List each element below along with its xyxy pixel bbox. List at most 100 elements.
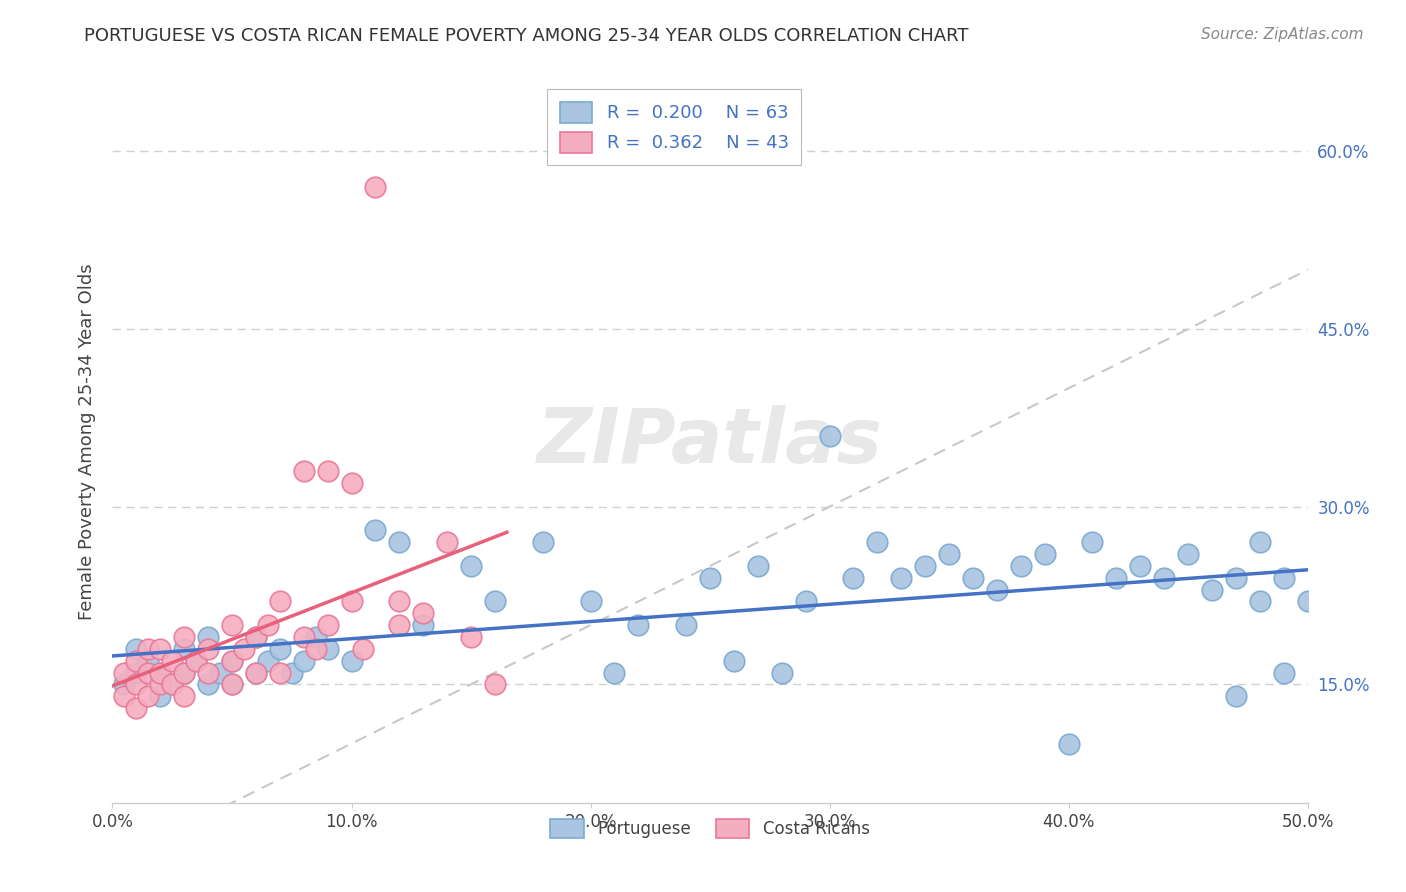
Point — [1129, 558, 1152, 573]
Point — [340, 654, 363, 668]
Point — [1272, 571, 1295, 585]
Point — [1249, 594, 1271, 608]
Point — [723, 654, 745, 668]
Point — [173, 689, 195, 703]
Point — [1249, 535, 1271, 549]
Point — [209, 665, 232, 680]
Point — [257, 654, 280, 668]
Point — [340, 475, 363, 490]
Point — [221, 654, 243, 668]
Point — [162, 677, 183, 691]
Point — [962, 571, 984, 585]
Point — [1057, 737, 1080, 751]
Point — [269, 641, 291, 656]
Point — [866, 535, 889, 549]
Text: ZIPatlas: ZIPatlas — [537, 405, 883, 478]
Point — [340, 594, 363, 608]
Point — [699, 571, 721, 585]
Point — [221, 654, 243, 668]
Point — [675, 618, 697, 632]
Point — [197, 677, 219, 691]
Point — [269, 665, 291, 680]
Point — [364, 180, 387, 194]
Point — [1105, 571, 1128, 585]
Point — [162, 654, 183, 668]
Point — [484, 677, 506, 691]
Point — [794, 594, 817, 608]
Point — [149, 665, 172, 680]
Point — [1225, 689, 1247, 703]
Point — [316, 641, 339, 656]
Point — [149, 689, 172, 703]
Point — [1153, 571, 1175, 585]
Point — [138, 689, 160, 703]
Point — [352, 641, 374, 656]
Point — [938, 547, 960, 561]
Point — [292, 464, 315, 478]
Point — [138, 665, 160, 680]
Point — [747, 558, 769, 573]
Point — [305, 630, 328, 644]
Point — [1081, 535, 1104, 549]
Point — [627, 618, 650, 632]
Point — [114, 689, 135, 703]
Point — [221, 677, 243, 691]
Point — [1010, 558, 1032, 573]
Point — [114, 665, 135, 680]
Point — [531, 535, 554, 549]
Point — [281, 665, 304, 680]
Point — [388, 618, 411, 632]
Point — [186, 654, 208, 668]
Point — [114, 677, 135, 691]
Point — [316, 464, 339, 478]
Point — [484, 594, 506, 608]
Text: Source: ZipAtlas.com: Source: ZipAtlas.com — [1201, 27, 1364, 42]
Point — [770, 665, 793, 680]
Point — [125, 665, 148, 680]
Point — [412, 607, 434, 621]
Point — [186, 654, 208, 668]
Text: PORTUGUESE VS COSTA RICAN FEMALE POVERTY AMONG 25-34 YEAR OLDS CORRELATION CHART: PORTUGUESE VS COSTA RICAN FEMALE POVERTY… — [84, 27, 969, 45]
Point — [1225, 571, 1247, 585]
Point — [138, 654, 160, 668]
Point — [125, 641, 148, 656]
Point — [1201, 582, 1223, 597]
Point — [125, 654, 148, 668]
Point — [197, 665, 219, 680]
Point — [1272, 665, 1295, 680]
Point — [245, 665, 267, 680]
Point — [292, 630, 315, 644]
Point — [986, 582, 1008, 597]
Point — [364, 524, 387, 538]
Point — [818, 428, 841, 442]
Point — [221, 677, 243, 691]
Point — [149, 677, 172, 691]
Point — [233, 641, 256, 656]
Point — [125, 677, 148, 691]
Point — [149, 641, 172, 656]
Point — [388, 535, 411, 549]
Point — [125, 701, 148, 715]
Point — [138, 641, 160, 656]
Point — [221, 618, 243, 632]
Point — [173, 665, 195, 680]
Point — [292, 654, 315, 668]
Point — [1177, 547, 1199, 561]
Point — [197, 630, 219, 644]
Point — [890, 571, 912, 585]
Point — [412, 618, 434, 632]
Point — [1033, 547, 1056, 561]
Point — [316, 618, 339, 632]
Point — [173, 641, 195, 656]
Point — [579, 594, 602, 608]
Point — [603, 665, 626, 680]
Point — [173, 630, 195, 644]
Point — [257, 618, 280, 632]
Point — [388, 594, 411, 608]
Point — [305, 641, 328, 656]
Point — [269, 594, 291, 608]
Point — [842, 571, 865, 585]
Point — [245, 665, 267, 680]
Point — [245, 630, 267, 644]
Point — [1296, 594, 1319, 608]
